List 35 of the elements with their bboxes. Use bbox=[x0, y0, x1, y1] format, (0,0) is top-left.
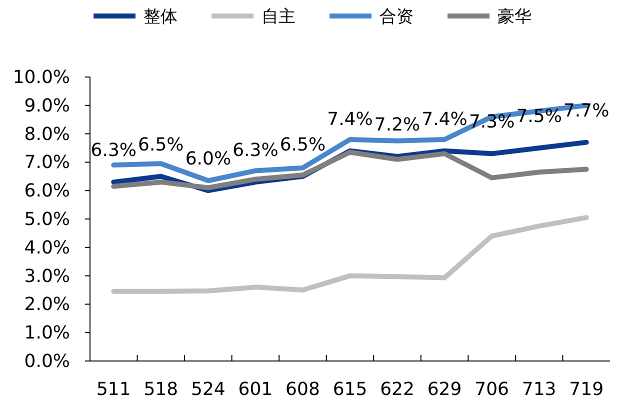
y-tick-label: 2.0% bbox=[24, 294, 70, 316]
legend-label: 豪华 bbox=[498, 7, 532, 27]
data-label: 7.2% bbox=[374, 114, 420, 136]
x-tick-label: 719 bbox=[569, 379, 604, 400]
y-tick-label: 6.0% bbox=[24, 180, 70, 202]
x-tick-label: 511 bbox=[96, 379, 131, 400]
x-tick-label: 622 bbox=[380, 379, 414, 400]
data-label: 7.4% bbox=[327, 108, 373, 130]
data-label: 7.7% bbox=[563, 100, 610, 122]
y-tick-label: 1.0% bbox=[24, 322, 70, 344]
x-tick-label: 608 bbox=[286, 379, 320, 400]
data-label: 6.0% bbox=[185, 148, 232, 170]
y-tick-label: 10.0% bbox=[12, 67, 70, 88]
legend-label: 自主 bbox=[262, 7, 296, 27]
x-tick-label: 706 bbox=[474, 379, 509, 400]
data-label: 6.5% bbox=[138, 134, 184, 156]
y-tick-label: 8.0% bbox=[24, 124, 70, 145]
y-tick-label: 7.0% bbox=[24, 152, 70, 174]
legend-label: 合资 bbox=[380, 7, 414, 27]
x-tick-label: 524 bbox=[191, 379, 226, 400]
data-label: 6.5% bbox=[280, 134, 326, 156]
x-tick-label: 629 bbox=[427, 379, 462, 400]
y-tick-label: 0.0% bbox=[24, 351, 70, 372]
y-tick-label: 3.0% bbox=[24, 266, 70, 287]
y-tick-label: 4.0% bbox=[24, 237, 70, 258]
x-tick-label: 713 bbox=[522, 379, 556, 400]
legend-label: 整体 bbox=[144, 7, 178, 27]
data-label: 6.3% bbox=[90, 140, 137, 162]
data-label: 6.3% bbox=[232, 140, 278, 162]
x-tick-label: 601 bbox=[238, 379, 273, 400]
y-tick-label: 5.0% bbox=[24, 209, 70, 230]
x-tick-label: 518 bbox=[144, 379, 178, 400]
x-tick-label: 615 bbox=[332, 379, 368, 400]
y-tick-label: 9.0% bbox=[24, 95, 70, 116]
data-label: 7.4% bbox=[422, 108, 468, 130]
